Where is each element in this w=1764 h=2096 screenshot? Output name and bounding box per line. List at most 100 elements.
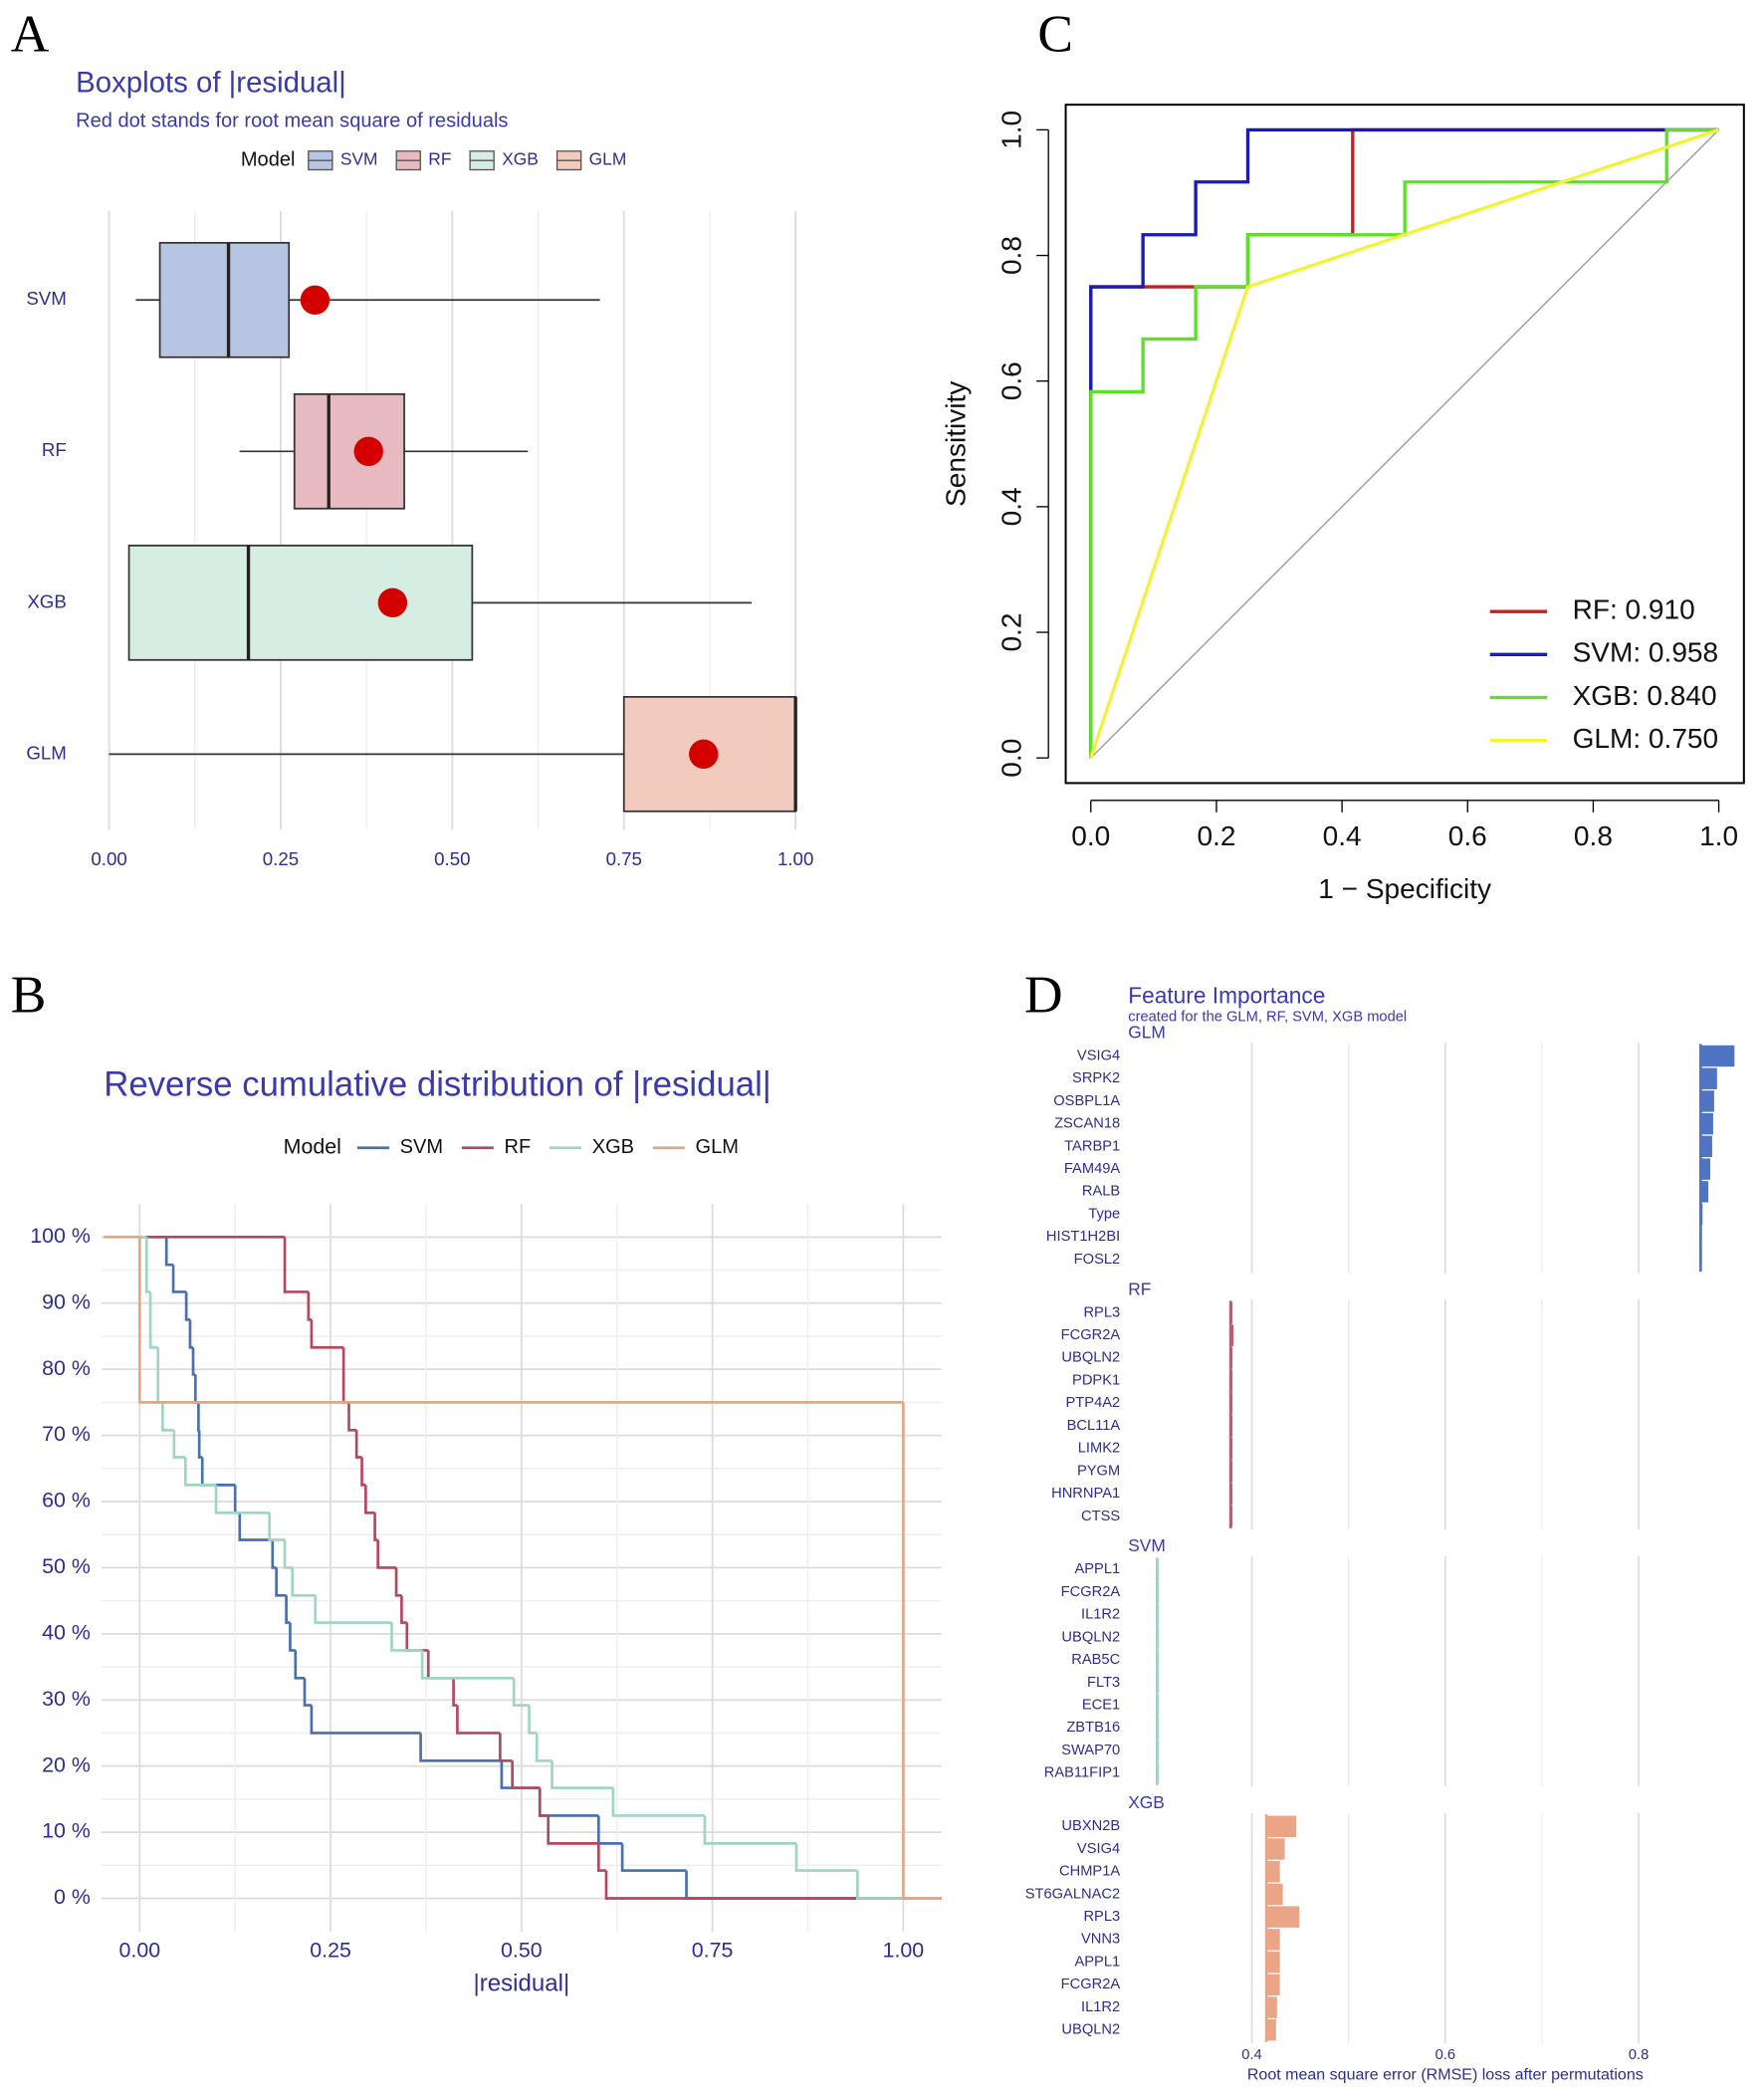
panel-label: C — [1037, 4, 1073, 64]
y-tick-label: 0.0 — [996, 739, 1027, 778]
y-tick-label: ST6GALNAC2 — [1025, 1886, 1121, 1902]
y-tick-label: 50 % — [42, 1554, 91, 1578]
y-tick-label: 0.6 — [996, 361, 1027, 400]
step-segment — [197, 1430, 203, 1459]
bar — [1266, 1951, 1280, 1974]
legend-title: Model — [241, 148, 296, 170]
step-segment — [233, 1485, 240, 1514]
bar — [1266, 1996, 1277, 2018]
y-tick-label: HIST1H2BI — [1046, 1229, 1120, 1245]
legend-label: GLM — [696, 1136, 739, 1158]
bar — [1230, 1324, 1234, 1346]
bar — [1266, 1906, 1300, 1928]
step-segment — [547, 1815, 599, 1845]
x-axis-label: |residual| — [473, 1971, 569, 1997]
step-segment — [535, 1733, 552, 1762]
step-segment — [310, 1319, 344, 1349]
bar — [1266, 1861, 1280, 1883]
step-segment — [400, 1595, 407, 1624]
legend-label: RF — [428, 149, 451, 169]
step-segment — [184, 1291, 190, 1321]
y-tick-label: RPL3 — [1083, 1909, 1120, 1925]
step-segment — [285, 1595, 291, 1624]
x-tick-label: 0.75 — [692, 1939, 734, 1963]
y-tick-label: LIMK2 — [1078, 1441, 1120, 1457]
chart-subtitle: created for the GLM, RF, SVM, XGB model — [1128, 1010, 1407, 1026]
bar — [1266, 1815, 1297, 1837]
step-segment — [604, 1870, 942, 1900]
step-segment — [188, 1319, 194, 1349]
y-tick-label: FCGR2A — [1061, 1584, 1121, 1600]
legend-label: GLM — [589, 149, 627, 169]
rmse-dot — [689, 739, 719, 770]
y-tick-label: 100 % — [30, 1224, 91, 1248]
y-tick-label: 10 % — [42, 1819, 91, 1843]
y-tick-label: 0.2 — [996, 613, 1027, 652]
y-tick-label: UBQLN2 — [1061, 2022, 1120, 2038]
step-segment — [172, 1430, 186, 1459]
legend-label: SVM: 0.958 — [1573, 637, 1719, 668]
x-axis-label: 1 − Specificity — [1318, 873, 1491, 904]
y-tick-label: APPL1 — [1074, 1954, 1120, 1970]
bar — [1700, 1067, 1717, 1089]
step-segment — [291, 1567, 316, 1597]
step-segment — [452, 1678, 458, 1707]
step-segment — [294, 1650, 306, 1680]
y-tick-label: PDPK1 — [1072, 1372, 1120, 1388]
step-segment — [268, 1513, 286, 1541]
y-tick-label: HNRNPA1 — [1051, 1486, 1120, 1502]
x-tick-label: 0.0 — [1071, 820, 1110, 851]
plot-frame — [1064, 104, 1745, 785]
step-segment — [360, 1457, 366, 1487]
y-tick-label: APPL1 — [1074, 1561, 1120, 1577]
step-segment — [283, 1539, 293, 1569]
box — [127, 544, 474, 661]
step-segment — [394, 1567, 402, 1597]
legend-label: XGB — [592, 1136, 634, 1158]
y-tick-label: PTP4A2 — [1066, 1395, 1121, 1411]
y-tick-label: CHMP1A — [1059, 1864, 1120, 1880]
step-segment — [283, 1237, 309, 1293]
roc-curve — [1089, 127, 1719, 759]
y-tick-label: RALB — [1082, 1184, 1121, 1200]
y-tick-label: BCL11A — [1067, 1418, 1121, 1434]
step-segment — [148, 1291, 158, 1349]
step-segment — [611, 1787, 705, 1817]
legend-title: Model — [284, 1134, 341, 1158]
step-segment — [238, 1513, 273, 1541]
step-segment — [620, 1843, 687, 1872]
y-tick-label: RAB11FIP1 — [1044, 1765, 1120, 1781]
x-tick-label: 0.50 — [501, 1939, 543, 1963]
step-segment — [156, 1347, 163, 1404]
y-tick-label: 60 % — [42, 1489, 91, 1513]
y-tick-label: 20 % — [42, 1752, 91, 1776]
y-tick-label: CTSS — [1081, 1509, 1120, 1524]
step-segment — [511, 1760, 541, 1789]
y-tick-label: 40 % — [42, 1620, 91, 1644]
x-tick-label: 0.6 — [1448, 820, 1487, 851]
y-tick-label: 0.8 — [996, 236, 1027, 275]
chart-title: Reverse cumulative distribution of |resi… — [104, 1065, 772, 1103]
step-segment — [794, 1843, 858, 1872]
bar — [1700, 1158, 1711, 1180]
y-tick-label: VSIG4 — [1077, 1841, 1120, 1857]
bar — [1266, 1929, 1280, 1951]
facet-label: XGB — [1128, 1792, 1165, 1812]
step-segment — [373, 1513, 378, 1541]
bar — [1700, 1181, 1709, 1203]
chart-title: Feature Importance — [1128, 983, 1325, 1009]
facet-label: SVM — [1128, 1535, 1166, 1555]
step-segment — [275, 1567, 287, 1597]
step-segment — [528, 1705, 538, 1735]
legend-label: GLM: 0.750 — [1573, 723, 1719, 754]
x-tick-label: 1.00 — [883, 1939, 925, 1963]
y-tick-label: FCGR2A — [1061, 1977, 1121, 1992]
step-segment — [376, 1539, 397, 1569]
step-segment — [197, 1402, 200, 1432]
y-tick-label: 30 % — [42, 1687, 91, 1711]
x-tick-label: 0.8 — [1574, 820, 1613, 851]
step-segment — [703, 1815, 796, 1845]
x-tick-label: 0.25 — [263, 848, 299, 869]
x-tick-label: 0.6 — [1435, 2047, 1455, 2063]
